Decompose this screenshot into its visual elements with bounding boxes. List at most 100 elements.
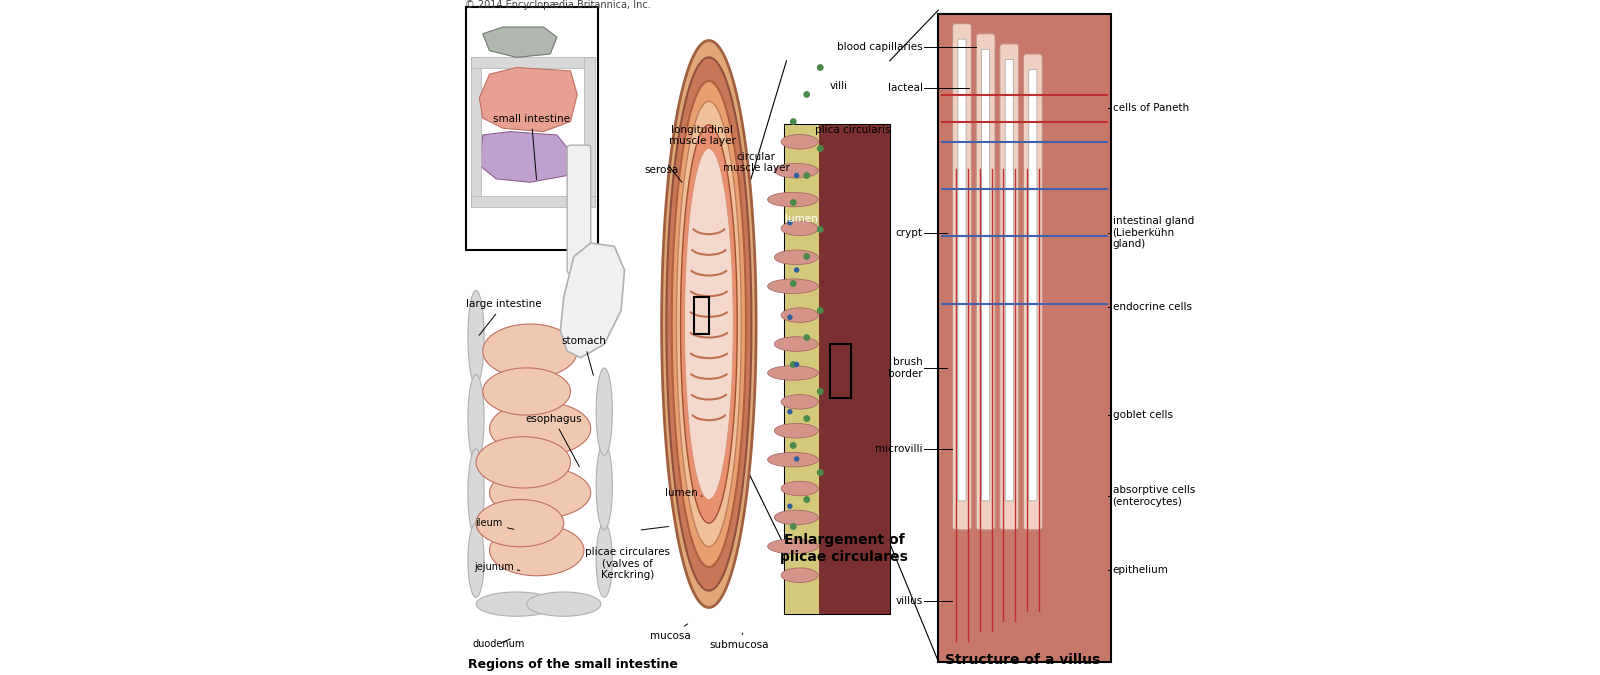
- Ellipse shape: [768, 452, 818, 467]
- FancyBboxPatch shape: [466, 7, 597, 250]
- Circle shape: [790, 524, 795, 529]
- Text: epithelium: epithelium: [1112, 566, 1168, 575]
- Text: longitudinal
muscle layer: longitudinal muscle layer: [669, 125, 736, 146]
- Text: plicae circulares
(valves of
Kerckring): plicae circulares (valves of Kerckring): [586, 547, 670, 580]
- Text: goblet cells: goblet cells: [1112, 410, 1173, 420]
- Ellipse shape: [768, 366, 818, 380]
- Text: submucosa: submucosa: [709, 633, 770, 650]
- Polygon shape: [672, 81, 746, 567]
- Text: endocrine cells: endocrine cells: [1112, 302, 1192, 312]
- Text: large intestine: large intestine: [466, 299, 541, 335]
- Circle shape: [818, 146, 822, 151]
- FancyBboxPatch shape: [958, 39, 966, 501]
- FancyBboxPatch shape: [786, 125, 890, 614]
- Polygon shape: [680, 125, 738, 523]
- Text: Enlargement of
plicae circulares: Enlargement of plicae circulares: [779, 533, 907, 564]
- Text: mucosa: mucosa: [650, 624, 691, 641]
- Ellipse shape: [774, 423, 818, 438]
- Polygon shape: [477, 500, 563, 547]
- FancyBboxPatch shape: [976, 34, 995, 530]
- Text: crypt: crypt: [896, 228, 923, 238]
- Polygon shape: [560, 243, 624, 358]
- Circle shape: [818, 227, 822, 232]
- Polygon shape: [477, 437, 571, 488]
- Bar: [470, 57, 482, 206]
- Bar: [830, 344, 851, 398]
- Circle shape: [805, 335, 810, 340]
- FancyBboxPatch shape: [1003, 135, 1014, 472]
- Ellipse shape: [774, 250, 818, 265]
- Polygon shape: [526, 592, 602, 616]
- Polygon shape: [490, 467, 590, 518]
- Polygon shape: [483, 324, 578, 378]
- FancyBboxPatch shape: [1024, 54, 1042, 530]
- Ellipse shape: [774, 163, 818, 178]
- Text: cells of Paneth: cells of Paneth: [1112, 103, 1189, 113]
- Text: lumen: lumen: [666, 488, 702, 498]
- Text: blood capillaries: blood capillaries: [837, 43, 923, 52]
- Polygon shape: [483, 368, 571, 415]
- FancyBboxPatch shape: [786, 125, 819, 614]
- FancyBboxPatch shape: [819, 125, 890, 614]
- Circle shape: [805, 497, 810, 502]
- Polygon shape: [477, 592, 557, 616]
- Circle shape: [790, 281, 795, 286]
- Ellipse shape: [774, 337, 818, 351]
- Circle shape: [818, 308, 822, 313]
- Polygon shape: [480, 68, 578, 132]
- Polygon shape: [467, 523, 485, 597]
- Circle shape: [818, 470, 822, 475]
- Circle shape: [787, 504, 792, 508]
- Text: jejunum: jejunum: [475, 562, 520, 572]
- Bar: [470, 196, 595, 207]
- Circle shape: [795, 362, 798, 367]
- Ellipse shape: [781, 481, 818, 496]
- Circle shape: [795, 173, 798, 178]
- Text: esophagus: esophagus: [525, 414, 582, 466]
- Ellipse shape: [781, 221, 818, 236]
- Polygon shape: [490, 402, 590, 456]
- Text: lumen: lumen: [786, 215, 818, 224]
- FancyBboxPatch shape: [1000, 44, 1019, 530]
- Text: duodenum: duodenum: [472, 639, 525, 649]
- Text: lacteal: lacteal: [888, 83, 923, 92]
- FancyBboxPatch shape: [566, 145, 590, 273]
- Text: villi: villi: [829, 81, 848, 91]
- Ellipse shape: [781, 308, 818, 323]
- Ellipse shape: [781, 395, 818, 409]
- Polygon shape: [490, 524, 584, 576]
- Circle shape: [818, 389, 822, 394]
- Text: © 2014 Encyclopædia Britannica, Inc.: © 2014 Encyclopædia Britannica, Inc.: [464, 0, 650, 10]
- Circle shape: [790, 443, 795, 448]
- Circle shape: [795, 457, 798, 461]
- Circle shape: [787, 410, 792, 414]
- Polygon shape: [597, 442, 613, 530]
- Ellipse shape: [768, 279, 818, 294]
- Ellipse shape: [781, 134, 818, 149]
- FancyBboxPatch shape: [981, 49, 990, 501]
- Text: absorptive cells
(enterocytes): absorptive cells (enterocytes): [1112, 485, 1195, 507]
- Circle shape: [787, 315, 792, 319]
- Polygon shape: [480, 132, 571, 182]
- Polygon shape: [685, 148, 733, 500]
- Polygon shape: [662, 40, 757, 608]
- Ellipse shape: [768, 192, 818, 207]
- Ellipse shape: [774, 510, 818, 524]
- Text: brush
border: brush border: [888, 357, 923, 379]
- Text: ileum: ileum: [475, 518, 514, 529]
- Text: intestinal gland
(Lieberkühn
gland): intestinal gland (Lieberkühn gland): [1112, 216, 1194, 250]
- Polygon shape: [597, 523, 613, 597]
- Text: Regions of the small intestine: Regions of the small intestine: [467, 658, 678, 671]
- Text: villus: villus: [896, 596, 923, 605]
- Text: microvilli: microvilli: [875, 444, 923, 454]
- Polygon shape: [666, 57, 752, 591]
- Circle shape: [805, 92, 810, 97]
- Polygon shape: [483, 27, 557, 57]
- Circle shape: [790, 119, 795, 124]
- Text: serosa: serosa: [645, 165, 678, 176]
- Circle shape: [805, 254, 810, 259]
- Text: plica circularis: plica circularis: [814, 125, 890, 135]
- Polygon shape: [597, 368, 613, 456]
- Polygon shape: [467, 375, 485, 462]
- Bar: [694, 297, 709, 334]
